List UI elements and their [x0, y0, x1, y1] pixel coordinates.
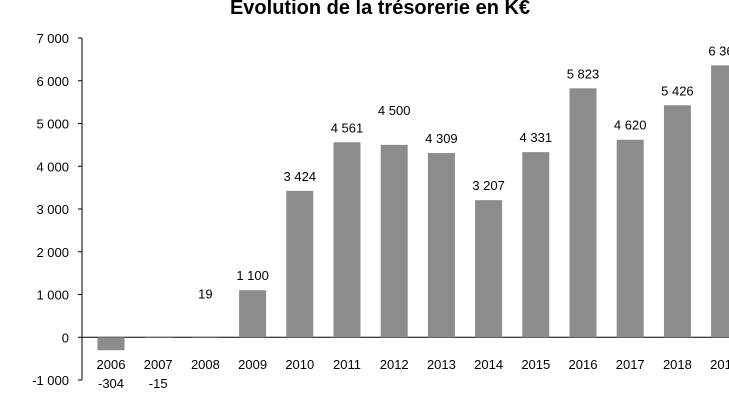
x-category-label: 2015: [521, 357, 550, 372]
bar-2014: [475, 200, 502, 337]
x-category-label: 2013: [427, 357, 456, 372]
x-category-label: 2008: [191, 357, 220, 372]
bars: [98, 65, 729, 350]
data-label: 5 426: [661, 83, 694, 98]
x-axis-categories: 2006 2007 2008 2009 2010 2011 2012 2013 2014 2015…: [97, 357, 729, 372]
y-tick-label: 5 000: [36, 117, 69, 132]
data-label: 4 500: [378, 103, 411, 118]
data-label: 4 331: [520, 130, 553, 145]
bar-2016: [570, 88, 597, 337]
chart-title: Évolution de la trésorerie en K€: [230, 0, 530, 19]
data-label: -304: [98, 376, 124, 391]
y-tick-label: 1 000: [36, 288, 69, 303]
data-label: 5 823: [567, 66, 600, 81]
x-category-label: 2012: [380, 357, 409, 372]
y-tick-label: 2 000: [36, 245, 69, 260]
data-label: 4 620: [614, 118, 647, 133]
x-category-label: 2011: [333, 357, 361, 372]
x-category-label: 2019: [710, 357, 729, 372]
bar-2011: [334, 142, 361, 337]
y-tick-label: -1 000: [32, 373, 69, 388]
data-label: 1 100: [236, 268, 269, 283]
x-category-label: 2009: [238, 357, 267, 372]
data-label: 4 561: [331, 120, 364, 135]
x-category-label: 2014: [474, 357, 503, 372]
x-category-label: 2010: [285, 357, 314, 372]
bar-2015: [522, 152, 549, 337]
bar-2008: [192, 336, 219, 337]
x-category-label: 2016: [569, 357, 598, 372]
data-label: 3 424: [284, 169, 317, 184]
y-tick-label: 7 000: [36, 31, 69, 46]
data-label: 19: [198, 286, 212, 301]
bar-2006: [98, 337, 125, 350]
bar-2009: [239, 290, 266, 337]
x-category-label: 2007: [144, 357, 173, 372]
data-label: 4 309: [425, 131, 458, 146]
data-label: -15: [149, 376, 168, 391]
data-label: 3 207: [472, 178, 505, 193]
bar-2013: [428, 153, 455, 337]
x-category-label: 2018: [663, 357, 692, 372]
y-tick-label: 4 000: [36, 159, 69, 174]
x-category-label: 2006: [97, 357, 126, 372]
bar-2012: [381, 145, 408, 337]
bar-2017: [617, 140, 644, 338]
bar-2010: [286, 191, 313, 337]
y-tick-label: 0: [62, 330, 69, 345]
bar-2007: [145, 337, 172, 338]
y-tick-label: 3 000: [36, 202, 69, 217]
data-label: 6 360: [708, 43, 729, 58]
bar-2019: [711, 65, 729, 337]
y-tick-label: 6 000: [36, 74, 69, 89]
bar-2018: [664, 105, 691, 337]
x-category-label: 2017: [616, 357, 645, 372]
